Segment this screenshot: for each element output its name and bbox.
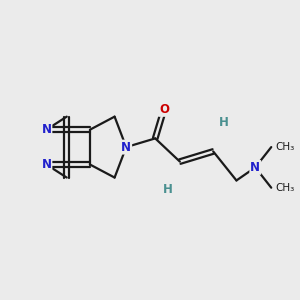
Text: N: N [41,123,51,136]
Text: CH₃: CH₃ [276,183,295,193]
Text: H: H [218,116,228,129]
Text: CH₃: CH₃ [276,142,295,152]
Text: N: N [41,158,51,171]
Text: N: N [121,141,131,154]
Text: H: H [163,183,173,196]
Text: N: N [250,161,260,174]
Text: O: O [159,103,169,116]
